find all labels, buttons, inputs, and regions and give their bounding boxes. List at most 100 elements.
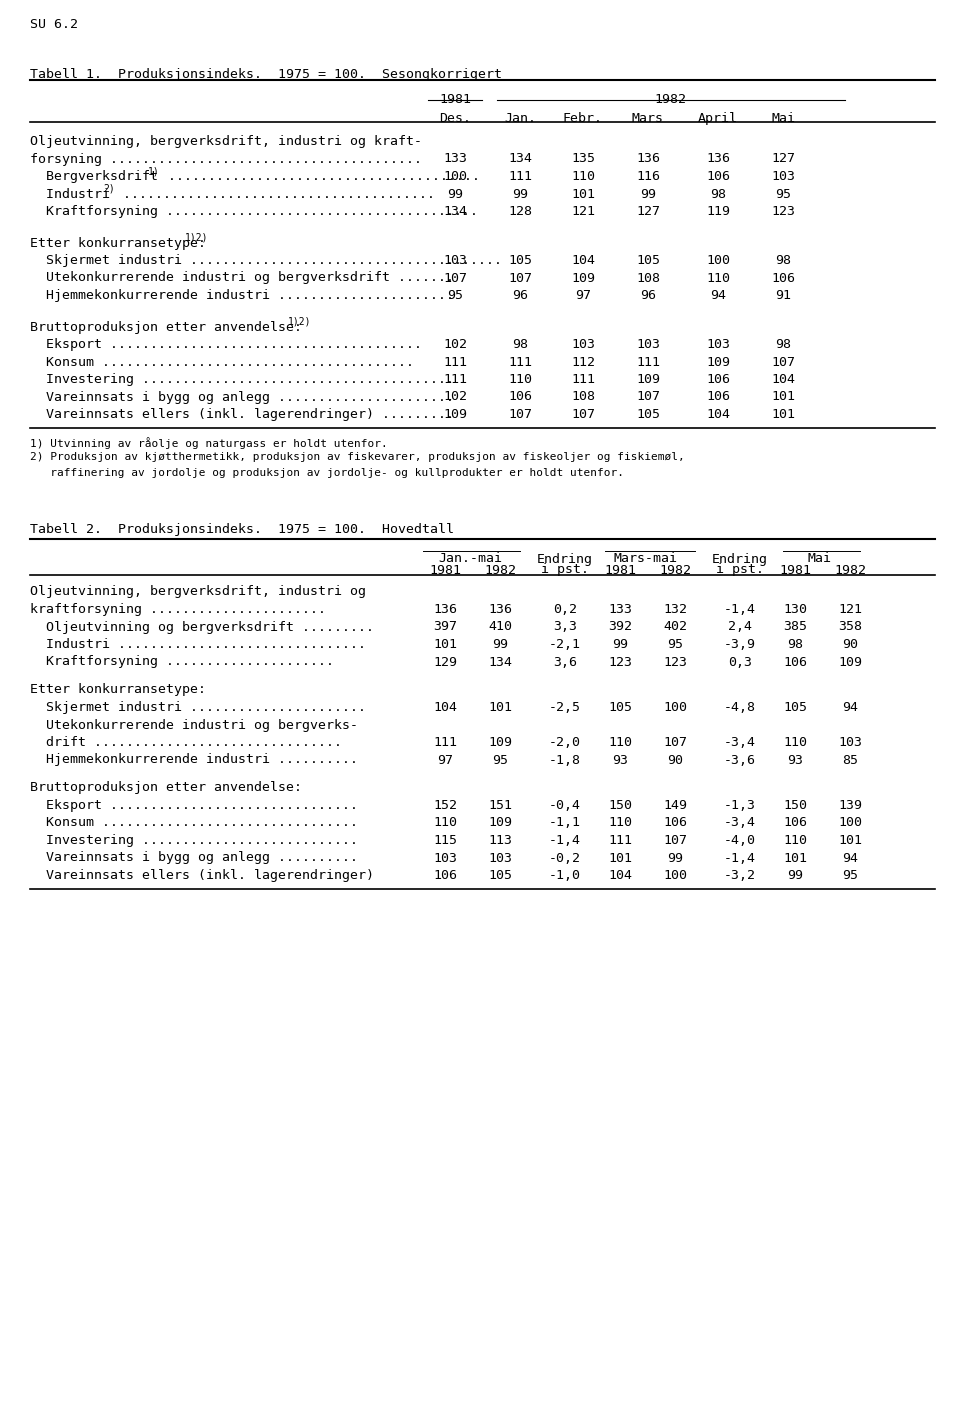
Text: 113: 113 (488, 834, 512, 847)
Text: 111: 111 (433, 736, 457, 749)
Text: 129: 129 (433, 655, 457, 668)
Text: 110: 110 (508, 373, 532, 386)
Text: 106: 106 (706, 373, 730, 386)
Text: 98: 98 (512, 337, 528, 350)
Text: 1981: 1981 (604, 564, 636, 577)
Text: 98: 98 (775, 253, 791, 268)
Text: 2,4: 2,4 (728, 621, 752, 634)
Text: Oljeutvinning og bergverksdrift .........: Oljeutvinning og bergverksdrift ........… (30, 621, 374, 634)
Text: 1)2): 1)2) (288, 316, 311, 326)
Text: 132: 132 (663, 602, 687, 617)
Text: 149: 149 (663, 799, 687, 812)
Text: drift ...............................: drift ............................... (30, 736, 342, 749)
Text: Tabell 2.  Produksjonsindeks.  1975 = 100.  Hovedtall: Tabell 2. Produksjonsindeks. 1975 = 100.… (30, 523, 454, 535)
Text: 109: 109 (838, 655, 862, 668)
Text: 108: 108 (571, 390, 595, 403)
Text: Eksport ...............................: Eksport ............................... (30, 799, 358, 812)
Text: 2) Produksjon av kjøtthermetikk, produksjon av fiskevarer, produksjon av fiskeol: 2) Produksjon av kjøtthermetikk, produks… (30, 453, 684, 463)
Text: .......................................: ....................................... (115, 188, 435, 201)
Text: 100: 100 (706, 253, 730, 268)
Text: -3,4: -3,4 (724, 736, 756, 749)
Text: Des.: Des. (439, 112, 471, 125)
Text: Investering ...........................: Investering ........................... (30, 834, 358, 847)
Text: Industri ...............................: Industri ............................... (30, 638, 366, 651)
Text: 105: 105 (783, 701, 807, 713)
Text: 94: 94 (710, 289, 726, 302)
Text: 1) Utvinning av råolje og naturgass er holdt utenfor.: 1) Utvinning av råolje og naturgass er h… (30, 437, 388, 450)
Text: 94: 94 (842, 852, 858, 864)
Text: Hjemmekonkurrerende industri ..........: Hjemmekonkurrerende industri .......... (30, 753, 358, 766)
Text: Industri: Industri (30, 188, 110, 201)
Text: 123: 123 (663, 655, 687, 668)
Text: 104: 104 (608, 869, 632, 881)
Text: 93: 93 (787, 753, 803, 766)
Text: 135: 135 (571, 152, 595, 165)
Text: 103: 103 (571, 337, 595, 350)
Text: 107: 107 (663, 834, 687, 847)
Text: 121: 121 (838, 602, 862, 617)
Text: 128: 128 (508, 205, 532, 218)
Text: Kraftforsyning .....................: Kraftforsyning ..................... (30, 655, 334, 668)
Text: 136: 136 (636, 152, 660, 165)
Text: 136: 136 (433, 602, 457, 617)
Text: 397: 397 (433, 621, 457, 634)
Text: Mars: Mars (632, 112, 664, 125)
Text: -2,1: -2,1 (549, 638, 581, 651)
Text: 101: 101 (433, 638, 457, 651)
Text: 109: 109 (571, 272, 595, 285)
Text: Febr.: Febr. (563, 112, 603, 125)
Text: 109: 109 (488, 736, 512, 749)
Text: Vareinnsats i bygg og anlegg ..........: Vareinnsats i bygg og anlegg .......... (30, 852, 358, 864)
Text: 0,2: 0,2 (553, 602, 577, 617)
Text: Mai: Mai (771, 112, 795, 125)
Text: 109: 109 (706, 356, 730, 369)
Text: -3,6: -3,6 (724, 753, 756, 766)
Text: 410: 410 (488, 621, 512, 634)
Text: Investering .......................................: Investering ............................… (30, 373, 454, 386)
Text: 116: 116 (636, 169, 660, 184)
Text: 152: 152 (433, 799, 457, 812)
Text: Skjermet industri .......................................: Skjermet industri ......................… (30, 253, 502, 268)
Text: 1981: 1981 (439, 93, 471, 105)
Text: 358: 358 (838, 621, 862, 634)
Text: 101: 101 (838, 834, 862, 847)
Text: 103: 103 (443, 253, 467, 268)
Text: 106: 106 (433, 869, 457, 881)
Text: Mars-mai: Mars-mai (613, 553, 677, 565)
Text: 111: 111 (443, 373, 467, 386)
Text: 95: 95 (492, 753, 508, 766)
Text: 97: 97 (575, 289, 591, 302)
Text: -2,0: -2,0 (549, 736, 581, 749)
Text: Oljeutvinning, bergverksdrift, industri og: Oljeutvinning, bergverksdrift, industri … (30, 585, 366, 598)
Text: 110: 110 (783, 736, 807, 749)
Text: 111: 111 (636, 356, 660, 369)
Text: 99: 99 (492, 638, 508, 651)
Text: -3,2: -3,2 (724, 869, 756, 881)
Text: forsyning .......................................: forsyning ..............................… (30, 152, 422, 165)
Text: 99: 99 (787, 869, 803, 881)
Text: 109: 109 (488, 816, 512, 830)
Text: 1): 1) (148, 167, 159, 177)
Text: 101: 101 (488, 701, 512, 713)
Text: 106: 106 (706, 169, 730, 184)
Text: 98: 98 (775, 337, 791, 350)
Text: 1982: 1982 (654, 93, 686, 105)
Text: 1982: 1982 (834, 564, 866, 577)
Text: -2,5: -2,5 (549, 701, 581, 713)
Text: 110: 110 (433, 816, 457, 830)
Text: 127: 127 (771, 152, 795, 165)
Text: Vareinnsats ellers (inkl. lagerendringer): Vareinnsats ellers (inkl. lagerendringer… (30, 869, 374, 881)
Text: 150: 150 (783, 799, 807, 812)
Text: Eksport .......................................: Eksport ................................… (30, 337, 422, 350)
Text: 2): 2) (103, 184, 115, 194)
Text: 99: 99 (612, 638, 628, 651)
Text: 1981: 1981 (779, 564, 811, 577)
Text: 95: 95 (667, 638, 683, 651)
Text: -0,4: -0,4 (549, 799, 581, 812)
Text: -3,9: -3,9 (724, 638, 756, 651)
Text: 151: 151 (488, 799, 512, 812)
Text: -4,0: -4,0 (724, 834, 756, 847)
Text: kraftforsyning ......................: kraftforsyning ...................... (30, 602, 326, 617)
Text: Konsum .......................................: Konsum .................................… (30, 356, 414, 369)
Text: 101: 101 (771, 409, 795, 422)
